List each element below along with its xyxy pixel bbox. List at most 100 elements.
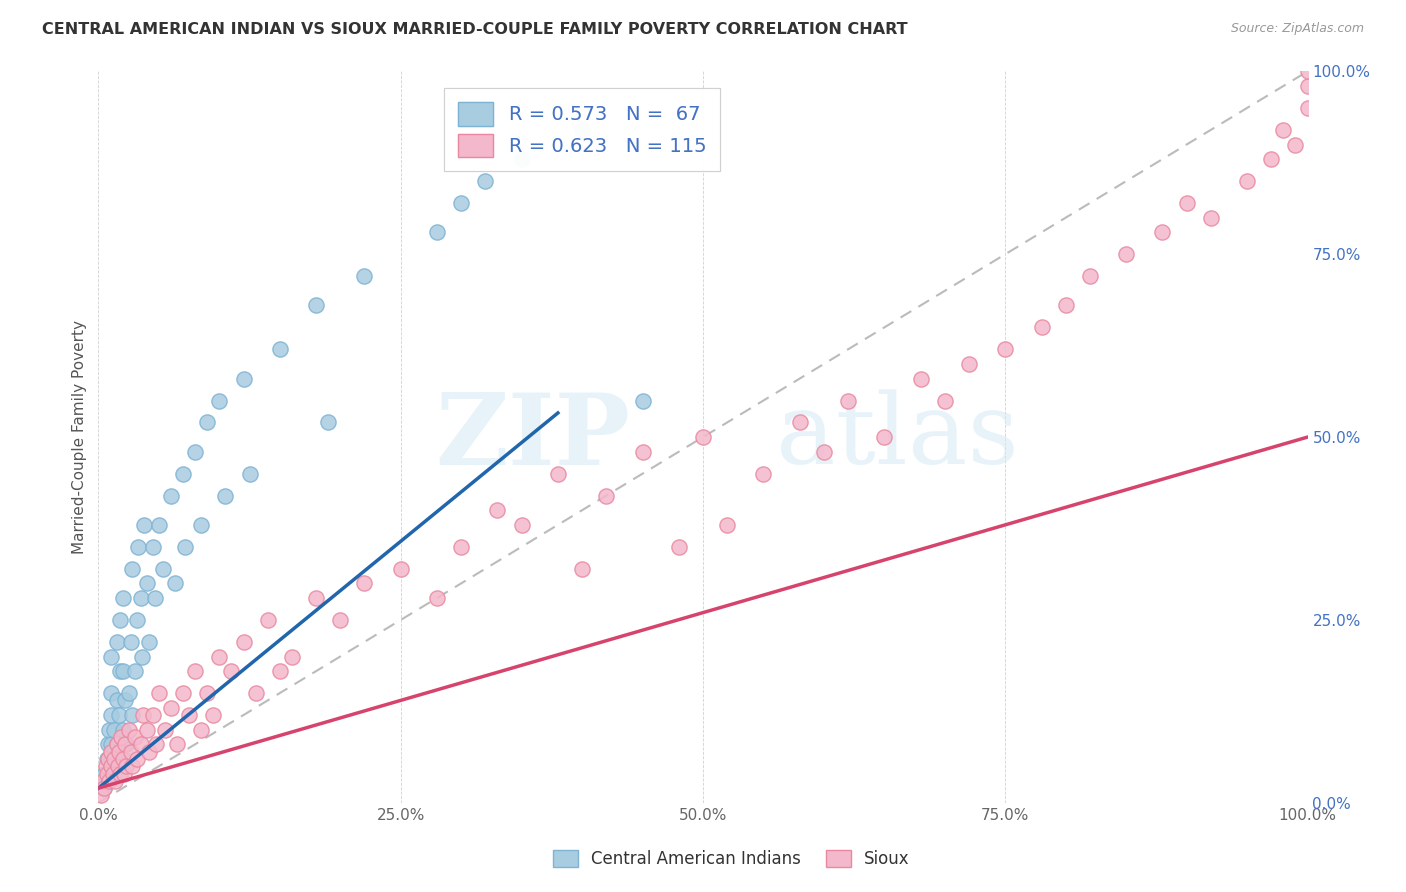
Point [101,759,124,773]
Point [163,576,186,591]
Point [239,467,262,481]
Point [184,444,207,458]
Point [97,752,120,766]
Point [96,766,118,780]
Point [994,343,1017,357]
Point [195,416,218,430]
Point [127,540,149,554]
Point [148,686,170,700]
Point [1031,320,1053,334]
Point [138,635,160,649]
Point [105,635,128,649]
Point [112,766,135,780]
Point [510,517,533,532]
Point [190,517,212,532]
Point [96,752,118,766]
Point [98,773,121,788]
Point [93,781,115,796]
Point [121,708,143,723]
Point [121,759,143,773]
Legend: Central American Indians, Sioux: Central American Indians, Sioux [546,843,917,875]
Point [118,723,141,737]
Point [1296,78,1319,93]
Point [114,737,136,751]
Point [1054,298,1077,312]
Point [142,540,165,554]
Point [1236,174,1258,188]
Point [100,737,122,751]
Point [474,174,496,188]
Point [108,664,131,678]
Point [547,467,569,481]
Point [131,649,153,664]
Point [114,693,136,707]
Point [115,759,138,773]
Point [1284,137,1306,152]
Point [108,708,131,723]
Point [934,393,956,408]
Point [389,562,412,576]
Point [752,467,775,481]
Point [208,393,231,408]
Point [184,664,207,678]
Point [135,723,157,737]
Point [160,700,183,714]
Text: atlas: atlas [776,389,1018,485]
Point [110,752,132,766]
Point [873,430,896,444]
Point [103,752,125,766]
Point [305,591,328,605]
Point [111,752,134,766]
Point [108,613,131,627]
Point [269,664,291,678]
Point [426,591,449,605]
Point [138,745,160,759]
Point [135,576,157,591]
Point [190,723,212,737]
Point [111,591,134,605]
Point [837,393,859,408]
Point [450,540,472,554]
Point [910,371,932,385]
Point [97,737,120,751]
Point [134,517,156,532]
Point [94,759,117,773]
Point [105,737,128,751]
Point [148,517,170,532]
Point [111,664,134,678]
Point [571,123,593,137]
Point [143,591,166,605]
Text: Source: ZipAtlas.com: Source: ZipAtlas.com [1230,22,1364,36]
Point [510,152,533,166]
Point [105,693,128,707]
Point [631,393,654,408]
Point [127,752,149,766]
Point [179,708,201,723]
Point [789,416,811,430]
Point [100,708,122,723]
Point [1078,269,1101,284]
Point [245,686,267,700]
Point [195,686,218,700]
Point [124,664,146,678]
Point [631,444,654,458]
Point [1152,225,1174,239]
Text: ZIP: ZIP [436,389,630,485]
Point [813,444,835,458]
Point [107,759,129,773]
Point [152,562,174,576]
Point [111,723,134,737]
Point [160,489,183,503]
Point [93,781,115,796]
Point [103,723,125,737]
Point [100,745,122,759]
Point [100,759,122,773]
Point [104,773,127,788]
Point [98,723,121,737]
Point [121,562,143,576]
Point [145,737,167,751]
Point [316,416,339,430]
Point [595,489,617,503]
Point [124,730,146,744]
Point [426,225,449,239]
